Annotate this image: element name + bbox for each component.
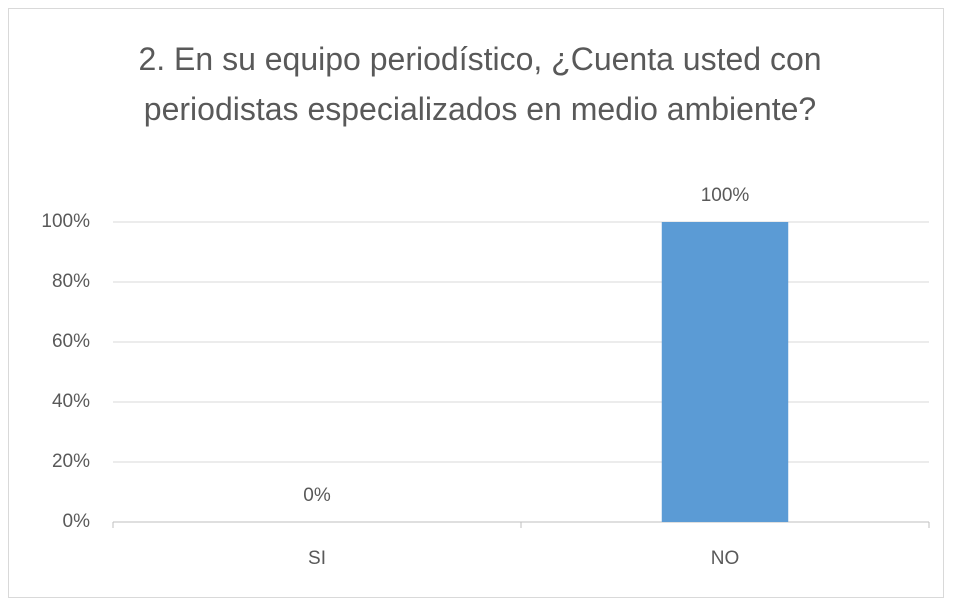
y-tick-label: 40%: [52, 391, 90, 412]
chart-title: 2. En su equipo periodístico, ¿Cuenta us…: [138, 41, 822, 127]
y-tick-label: 0%: [63, 511, 91, 532]
x-tick-label: SI: [308, 548, 326, 569]
y-tick-label: 60%: [52, 331, 90, 352]
y-tick-label: 100%: [41, 211, 90, 232]
y-tick-label: 20%: [52, 451, 90, 472]
x-tick-label: NO: [711, 548, 740, 569]
bar: [661, 222, 789, 522]
data-label: 0%: [303, 485, 331, 506]
y-tick-label: 80%: [52, 271, 90, 292]
data-label: 100%: [701, 185, 750, 206]
